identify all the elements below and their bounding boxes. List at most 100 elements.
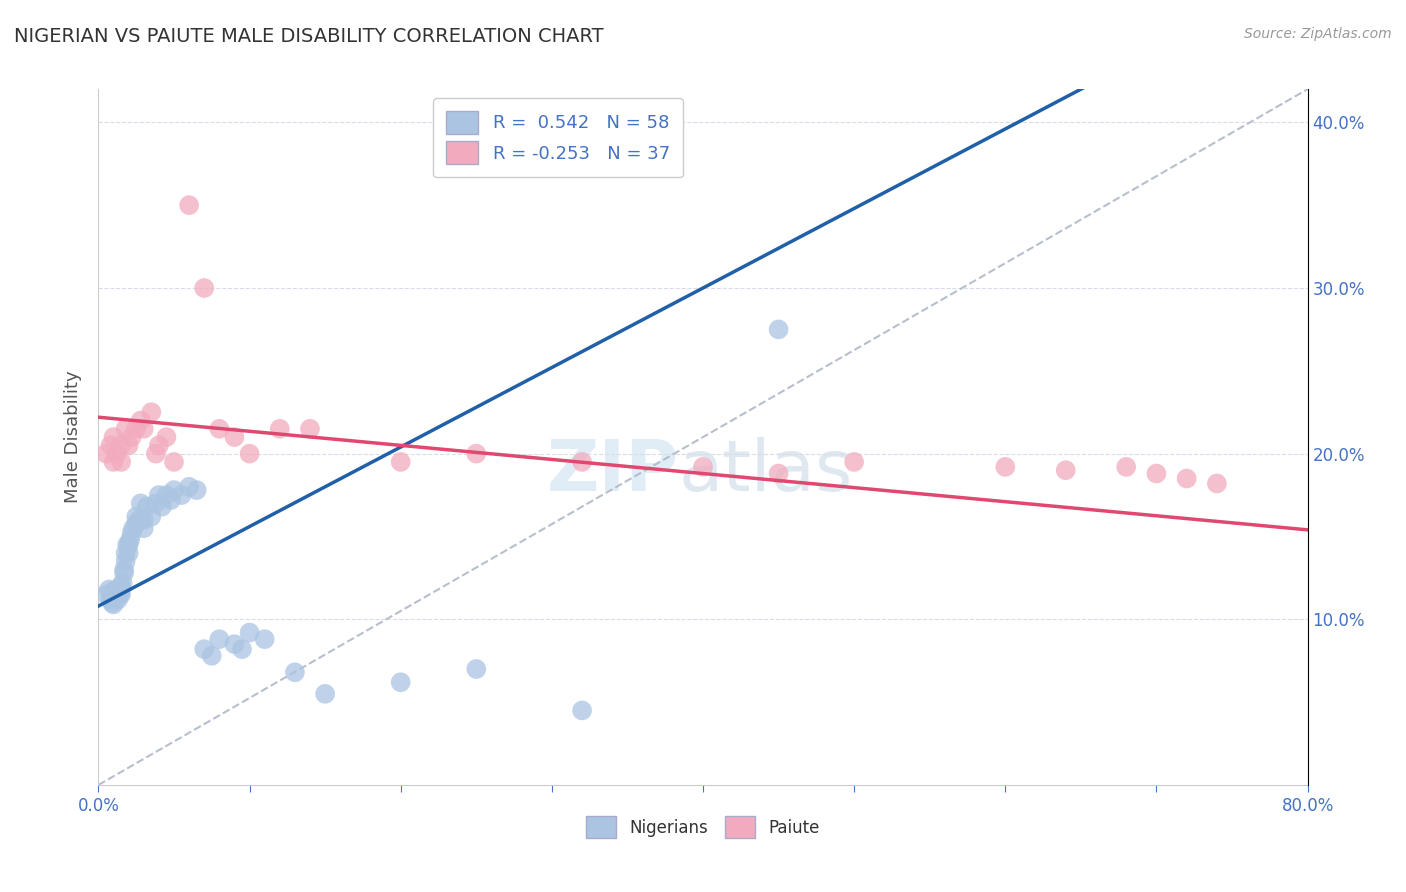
Point bbox=[148, 438, 170, 452]
Point bbox=[844, 455, 866, 469]
Point bbox=[150, 500, 173, 514]
Point bbox=[128, 513, 150, 527]
Point bbox=[125, 509, 148, 524]
Point bbox=[118, 546, 141, 560]
Point bbox=[122, 521, 145, 535]
Point bbox=[141, 509, 163, 524]
Point bbox=[193, 281, 215, 295]
Point bbox=[103, 591, 125, 605]
Point bbox=[110, 579, 132, 593]
Point bbox=[129, 496, 152, 510]
Point bbox=[224, 430, 246, 444]
Point bbox=[148, 488, 170, 502]
Point bbox=[1206, 476, 1229, 491]
Point bbox=[994, 459, 1017, 474]
Point bbox=[118, 438, 141, 452]
Point bbox=[100, 592, 122, 607]
Point bbox=[107, 582, 129, 597]
Point bbox=[314, 687, 336, 701]
Point bbox=[141, 405, 163, 419]
Point bbox=[208, 422, 231, 436]
Point bbox=[269, 422, 291, 436]
Point bbox=[121, 430, 143, 444]
Point bbox=[108, 584, 131, 599]
Point bbox=[1115, 459, 1137, 474]
Point bbox=[108, 587, 131, 601]
Point bbox=[100, 438, 122, 452]
Point bbox=[111, 575, 134, 590]
Point bbox=[129, 413, 152, 427]
Y-axis label: Male Disability: Male Disability bbox=[65, 371, 83, 503]
Point bbox=[201, 648, 224, 663]
Point bbox=[132, 521, 155, 535]
Legend: Nigerians, Paiute: Nigerians, Paiute bbox=[578, 808, 828, 847]
Point bbox=[1175, 471, 1198, 485]
Point bbox=[768, 322, 790, 336]
Point bbox=[101, 596, 124, 610]
Point bbox=[208, 632, 231, 647]
Point bbox=[231, 642, 253, 657]
Point bbox=[239, 625, 262, 640]
Point bbox=[110, 438, 132, 452]
Point bbox=[125, 516, 148, 531]
Point bbox=[465, 662, 488, 676]
Point bbox=[170, 488, 193, 502]
Point bbox=[120, 533, 142, 547]
Point bbox=[118, 538, 141, 552]
Point bbox=[103, 430, 125, 444]
Point bbox=[125, 422, 148, 436]
Point bbox=[103, 455, 125, 469]
Point bbox=[110, 582, 132, 597]
Point bbox=[465, 447, 488, 461]
Point bbox=[115, 538, 138, 552]
Point bbox=[186, 483, 208, 497]
Point bbox=[145, 447, 167, 461]
Point bbox=[98, 582, 121, 597]
Point bbox=[571, 455, 593, 469]
Point bbox=[299, 422, 322, 436]
Point bbox=[105, 582, 128, 597]
Text: atlas: atlas bbox=[679, 437, 853, 507]
Point bbox=[571, 703, 593, 717]
Point bbox=[103, 592, 125, 607]
Point bbox=[135, 500, 157, 514]
Point bbox=[155, 488, 177, 502]
Point bbox=[692, 459, 714, 474]
Point bbox=[103, 587, 125, 601]
Point bbox=[94, 587, 117, 601]
Point bbox=[103, 598, 125, 612]
Point bbox=[253, 632, 276, 647]
Point bbox=[94, 447, 117, 461]
Text: NIGERIAN VS PAIUTE MALE DISABILITY CORRELATION CHART: NIGERIAN VS PAIUTE MALE DISABILITY CORRE… bbox=[14, 27, 603, 45]
Text: ZIP: ZIP bbox=[547, 437, 679, 507]
Point bbox=[389, 675, 412, 690]
Point bbox=[1144, 467, 1167, 481]
Point bbox=[132, 422, 155, 436]
Point bbox=[239, 447, 262, 461]
Point bbox=[114, 554, 136, 568]
Point bbox=[103, 584, 125, 599]
Point bbox=[121, 526, 143, 541]
Point bbox=[284, 665, 307, 680]
Point bbox=[179, 480, 201, 494]
Point bbox=[1054, 463, 1077, 477]
Point bbox=[132, 513, 155, 527]
Point bbox=[110, 587, 132, 601]
Point bbox=[163, 455, 186, 469]
Point bbox=[193, 642, 215, 657]
Point bbox=[114, 546, 136, 560]
Point bbox=[112, 563, 135, 577]
Text: Source: ZipAtlas.com: Source: ZipAtlas.com bbox=[1244, 27, 1392, 41]
Point bbox=[224, 637, 246, 651]
Point bbox=[163, 483, 186, 497]
Point bbox=[179, 198, 201, 212]
Point bbox=[110, 455, 132, 469]
Point bbox=[112, 566, 135, 580]
Point bbox=[155, 430, 177, 444]
Point bbox=[114, 422, 136, 436]
Point bbox=[107, 592, 129, 607]
Point bbox=[389, 455, 412, 469]
Point bbox=[145, 496, 167, 510]
Point bbox=[768, 467, 790, 481]
Point bbox=[160, 493, 183, 508]
